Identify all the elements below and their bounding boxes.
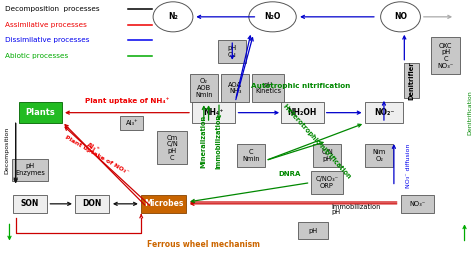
FancyBboxPatch shape bbox=[404, 63, 419, 98]
Ellipse shape bbox=[381, 2, 420, 32]
Text: Immobilization: Immobilization bbox=[215, 114, 221, 169]
Text: NH₄⁺: NH₄⁺ bbox=[203, 108, 223, 117]
Text: C/NO₃⁻
ORP: C/NO₃⁻ ORP bbox=[316, 176, 338, 189]
Text: SON: SON bbox=[21, 199, 39, 208]
FancyBboxPatch shape bbox=[431, 37, 460, 75]
Text: Plant uptake of NH₄⁺: Plant uptake of NH₄⁺ bbox=[85, 97, 169, 104]
Ellipse shape bbox=[153, 2, 193, 32]
Text: Decomposition  processes: Decomposition processes bbox=[5, 6, 100, 12]
Text: Dissimilative processes: Dissimilative processes bbox=[5, 37, 89, 43]
FancyBboxPatch shape bbox=[19, 102, 62, 123]
FancyBboxPatch shape bbox=[237, 144, 265, 167]
Text: DNRA: DNRA bbox=[278, 170, 301, 177]
Text: Plants: Plants bbox=[26, 108, 55, 117]
Text: Assimilative processes: Assimilative processes bbox=[5, 21, 87, 28]
Text: NO₂⁻: NO₂⁻ bbox=[374, 108, 394, 117]
Ellipse shape bbox=[249, 2, 296, 32]
Text: Mineralization: Mineralization bbox=[201, 114, 207, 168]
FancyBboxPatch shape bbox=[157, 131, 187, 164]
Text: Microbes: Microbes bbox=[144, 199, 183, 208]
Text: DON: DON bbox=[83, 199, 102, 208]
Text: C/N
pH: C/N pH bbox=[321, 149, 333, 162]
FancyBboxPatch shape bbox=[218, 40, 246, 63]
Text: pH: pH bbox=[308, 227, 318, 234]
FancyBboxPatch shape bbox=[221, 74, 249, 102]
Text: N₂O: N₂O bbox=[264, 12, 281, 21]
FancyBboxPatch shape bbox=[13, 195, 47, 213]
FancyBboxPatch shape bbox=[365, 102, 403, 123]
FancyBboxPatch shape bbox=[192, 102, 235, 123]
Text: pH
Cu: pH Cu bbox=[228, 45, 237, 58]
Text: pH
Enzymes: pH Enzymes bbox=[15, 163, 45, 176]
Text: NH₂OH: NH₂OH bbox=[288, 108, 317, 117]
Text: pH
Kinetics: pH Kinetics bbox=[255, 82, 282, 95]
Text: Al₃⁺: Al₃⁺ bbox=[85, 142, 100, 154]
Text: NO₃⁻ diffusion: NO₃⁻ diffusion bbox=[406, 143, 411, 188]
Text: pH: pH bbox=[332, 209, 341, 215]
Text: Cm
C/N
pH
C: Cm C/N pH C bbox=[166, 134, 178, 161]
Text: NO₃⁻: NO₃⁻ bbox=[409, 201, 425, 207]
Text: Nim
O₂: Nim O₂ bbox=[373, 149, 386, 162]
Text: Heterotrophic nitrification: Heterotrophic nitrification bbox=[282, 103, 352, 179]
FancyBboxPatch shape bbox=[190, 74, 218, 102]
Text: C
Nmin: C Nmin bbox=[243, 149, 260, 162]
FancyBboxPatch shape bbox=[75, 195, 109, 213]
Text: Autotrophic nitrification: Autotrophic nitrification bbox=[251, 83, 351, 89]
Text: NO: NO bbox=[394, 12, 407, 21]
Text: Decomposition: Decomposition bbox=[5, 127, 9, 174]
Text: Denitrifier: Denitrifier bbox=[409, 61, 414, 99]
Text: AOA
NH₃: AOA NH₃ bbox=[228, 82, 242, 95]
Text: Denitrification: Denitrification bbox=[468, 90, 473, 135]
FancyBboxPatch shape bbox=[311, 171, 343, 194]
FancyBboxPatch shape bbox=[401, 195, 434, 213]
Text: Al₃⁺: Al₃⁺ bbox=[126, 120, 138, 126]
FancyBboxPatch shape bbox=[252, 74, 284, 102]
FancyBboxPatch shape bbox=[365, 144, 393, 167]
Text: Plant uptake of NO₃⁻: Plant uptake of NO₃⁻ bbox=[64, 135, 130, 176]
FancyBboxPatch shape bbox=[120, 116, 143, 130]
FancyBboxPatch shape bbox=[12, 159, 47, 181]
Text: OXC
pH
C
NO₃⁻: OXC pH C NO₃⁻ bbox=[438, 42, 454, 69]
Text: Abiotic processes: Abiotic processes bbox=[5, 53, 68, 59]
FancyBboxPatch shape bbox=[141, 195, 186, 213]
FancyBboxPatch shape bbox=[298, 222, 328, 239]
Text: Immobilization: Immobilization bbox=[332, 204, 381, 210]
Text: Ferrous wheel mechanism: Ferrous wheel mechanism bbox=[147, 240, 260, 249]
FancyBboxPatch shape bbox=[313, 144, 341, 167]
Text: O₂
AOB
Nmin: O₂ AOB Nmin bbox=[195, 78, 212, 98]
FancyBboxPatch shape bbox=[281, 102, 324, 123]
Text: N₂: N₂ bbox=[168, 12, 178, 21]
